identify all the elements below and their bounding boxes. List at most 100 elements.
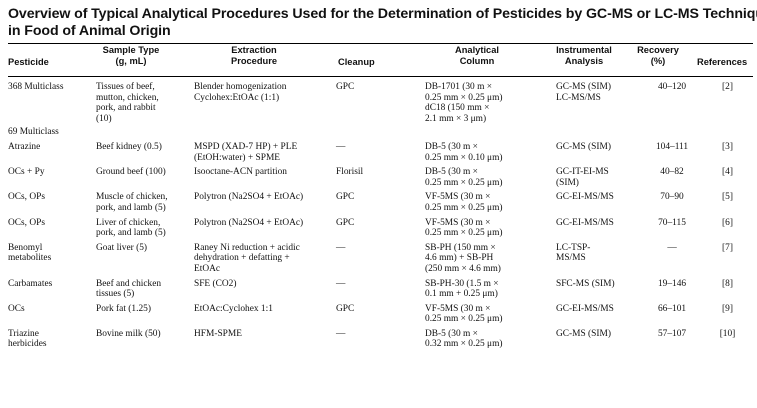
instrumental-analysis-cell-line: SFC-MS (SIM) bbox=[556, 278, 615, 289]
cleanup-cell-line: Florisil bbox=[336, 167, 364, 178]
pesticide-cell: Benomyl metabolites bbox=[8, 239, 96, 275]
cleanup-cell: — bbox=[336, 275, 425, 300]
extraction-procedure-cell-line: Polytron (Na2SO4 + EtOAc) bbox=[194, 217, 304, 228]
analytical-column-cell: VF-5MS (30 m × 0.25 mm × 0.25 μm) bbox=[425, 214, 556, 239]
sample-type-cell-line: Beef kidney (0.5) bbox=[96, 141, 162, 152]
recovery-cell-line: 57–107 bbox=[657, 328, 687, 339]
table-row: Atrazine Beef kidney (0.5) MSPD (XAD-7 HP)… bbox=[8, 138, 753, 163]
table-body: 368 Multiclass Tissues of beef, mutton, ch… bbox=[8, 78, 753, 350]
analytical-column-cell-line: 0.25 mm × 0.25 μm) bbox=[425, 177, 503, 188]
pesticide-cell-line: OCs, OPs bbox=[8, 217, 45, 228]
recovery-cell: 70–90 bbox=[642, 188, 702, 213]
sample-type-cell: Goat liver (5) bbox=[96, 239, 194, 275]
extraction-procedure-cell-line: (EtOH:water) + SPME bbox=[194, 152, 281, 163]
extraction-procedure-cell-line: MSPD (XAD-7 HP) + PLE bbox=[194, 141, 298, 152]
header-cleanup: Cleanup bbox=[338, 57, 375, 67]
pesticide-cell: OCs, OPs bbox=[8, 188, 96, 213]
extraction-procedure-cell-line: dehydration + defatting + bbox=[194, 253, 290, 264]
reference-cell-line: [6] bbox=[722, 217, 733, 228]
instrumental-analysis-cell: GC-EI-MS/MS bbox=[556, 214, 642, 239]
instrumental-analysis-cell-line: LC-TSP- bbox=[556, 242, 591, 253]
instrumental-analysis-cell-line: GC-MS (SIM) bbox=[556, 141, 611, 152]
sample-type-cell-line: Tissues of beef, bbox=[96, 82, 155, 92]
analytical-column-cell-line: DB-1701 (30 m × bbox=[425, 82, 493, 92]
reference-cell bbox=[702, 124, 753, 138]
analytical-column-cell bbox=[425, 124, 556, 138]
recovery-cell-line: 66–101 bbox=[657, 303, 687, 314]
header-top-rule bbox=[8, 43, 753, 44]
table-title-line-1: Overview of Typical Analytical Procedure… bbox=[8, 6, 757, 22]
sample-type-cell: Pork fat (1.25) bbox=[96, 300, 194, 325]
sample-type-cell: Beef and chicken tissues (5) bbox=[96, 275, 194, 300]
recovery-cell-line: 40–82 bbox=[660, 167, 684, 178]
instrumental-analysis-cell: GC-MS (SIM) bbox=[556, 325, 642, 350]
sample-type-cell-line: pork, and rabbit bbox=[96, 103, 156, 114]
instrumental-analysis-cell bbox=[556, 124, 642, 138]
pesticide-cell-line: herbicides bbox=[8, 339, 47, 350]
instrumental-analysis-cell-line: MS/MS bbox=[556, 253, 586, 264]
analytical-column-cell: DB-5 (30 m × 0.25 mm × 0.25 μm) bbox=[425, 163, 556, 188]
pesticide-cell-line: Atrazine bbox=[8, 141, 41, 152]
pesticide-cell-line: OCs, OPs bbox=[8, 192, 45, 203]
cleanup-cell-line: GPC bbox=[336, 192, 355, 203]
pesticide-table: 368 Multiclass Tissues of beef, mutton, ch… bbox=[8, 78, 753, 350]
sample-type-cell bbox=[96, 124, 194, 138]
instrumental-analysis-cell: GC-EI-MS/MS bbox=[556, 300, 642, 325]
analytical-column-cell-line: dC18 (150 mm × bbox=[425, 103, 490, 114]
extraction-procedure-cell: EtOAc:Cyclohex 1:1 bbox=[194, 300, 336, 325]
table-row: 69 Multiclass bbox=[8, 124, 753, 138]
extraction-procedure-cell-line: Polytron (Na2SO4 + EtOAc) bbox=[194, 192, 304, 203]
pesticide-cell-line: Triazine bbox=[8, 328, 39, 339]
instrumental-analysis-cell-line: LC-MS/MS bbox=[556, 92, 601, 103]
recovery-cell: — bbox=[642, 239, 702, 275]
analytical-column-cell-line: DB-5 (30 m × bbox=[425, 141, 478, 152]
sample-type-cell-line: Muscle of chicken, bbox=[96, 192, 168, 203]
extraction-procedure-cell: MSPD (XAD-7 HP) + PLE (EtOH:water) + SPME bbox=[194, 138, 336, 163]
sample-type-cell-line: mutton, chicken, bbox=[96, 92, 159, 103]
analytical-column-cell-line: 4.6 mm) + SB-PH bbox=[425, 253, 494, 264]
extraction-procedure-cell: Polytron (Na2SO4 + EtOAc) bbox=[194, 188, 336, 213]
instrumental-analysis-cell-line: GC-EI-MS/MS bbox=[556, 303, 614, 314]
recovery-cell: 66–101 bbox=[642, 300, 702, 325]
cleanup-cell: — bbox=[336, 239, 425, 275]
extraction-procedure-cell: Polytron (Na2SO4 + EtOAc) bbox=[194, 214, 336, 239]
instrumental-analysis-cell: GC-MS (SIM) LC-MS/MS bbox=[556, 78, 642, 124]
pesticide-cell: 368 Multiclass bbox=[8, 78, 96, 124]
cleanup-cell-line: — bbox=[336, 278, 346, 289]
cleanup-cell: GPC bbox=[336, 188, 425, 213]
header-extraction: Extraction Procedure bbox=[231, 45, 277, 66]
pesticide-cell-line: Benomyl bbox=[8, 242, 43, 253]
sample-type-cell-line: Liver of chicken, bbox=[96, 217, 161, 228]
reference-cell-line: [4] bbox=[722, 167, 733, 178]
table-row: Carbamates Beef and chicken tissues (5) SFE… bbox=[8, 275, 753, 300]
table-row: Triazine herbicides Bovine milk (50) HFM-SP… bbox=[8, 325, 753, 350]
recovery-cell: 70–115 bbox=[642, 214, 702, 239]
recovery-cell-line: 40–120 bbox=[657, 82, 687, 92]
cleanup-cell: — bbox=[336, 138, 425, 163]
instrumental-analysis-cell-line: GC-MS (SIM) bbox=[556, 328, 611, 339]
extraction-procedure-cell: Blender homogenization Cyclohex:EtOAc (1:… bbox=[194, 78, 336, 124]
recovery-cell: 40–120 bbox=[642, 78, 702, 124]
table-row: 368 Multiclass Tissues of beef, mutton, ch… bbox=[8, 78, 753, 124]
sample-type-cell-line: pork, and lamb (5) bbox=[96, 202, 166, 213]
header-instrumental-analysis: Instrumental Analysis bbox=[556, 45, 612, 66]
reference-cell: [7] bbox=[702, 239, 753, 275]
sample-type-cell: Liver of chicken, pork, and lamb (5) bbox=[96, 214, 194, 239]
recovery-cell-line: 104–111 bbox=[655, 141, 689, 152]
cleanup-cell-line: — bbox=[336, 141, 346, 152]
recovery-cell: 57–107 bbox=[642, 325, 702, 350]
sample-type-cell-line: (10) bbox=[96, 113, 112, 124]
extraction-procedure-cell: HFM-SPME bbox=[194, 325, 336, 350]
table-row: OCs + Py Ground beef (100) Isooctane-ACN p… bbox=[8, 163, 753, 188]
analytical-column-cell-line: 0.25 mm × 0.25 μm) bbox=[425, 228, 503, 239]
analytical-column-cell: VF-5MS (30 m × 0.25 mm × 0.25 μm) bbox=[425, 300, 556, 325]
analytical-column-cell-line: 0.25 mm × 0.25 μm) bbox=[425, 202, 503, 213]
reference-cell: [10] bbox=[702, 325, 753, 350]
pesticide-cell: Atrazine bbox=[8, 138, 96, 163]
instrumental-analysis-cell: LC-TSP- MS/MS bbox=[556, 239, 642, 275]
cleanup-cell-line: GPC bbox=[336, 303, 355, 314]
header-pesticide: Pesticide bbox=[8, 57, 49, 67]
recovery-cell: 19–146 bbox=[642, 275, 702, 300]
pesticide-cell: Triazine herbicides bbox=[8, 325, 96, 350]
reference-cell: [2] bbox=[702, 78, 753, 124]
